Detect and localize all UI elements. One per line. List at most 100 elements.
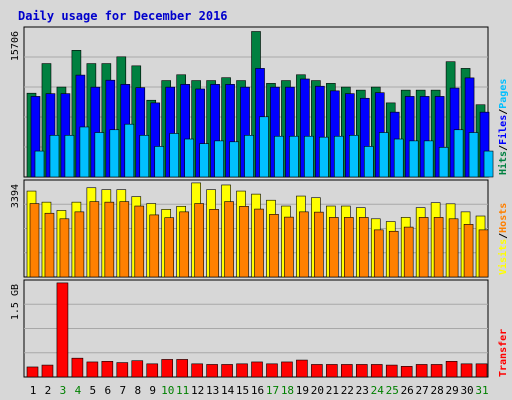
series-transfer [26,282,488,378]
bar-transfer-day-12 [191,363,203,378]
bar-transfer-day-18 [281,361,293,378]
bar-pages-day-11 [184,138,194,178]
day-label: 17 [266,384,279,397]
bar-pages-day-20 [319,136,329,178]
bar-transfer-day-15 [236,363,248,378]
bar-hosts-day-15 [239,206,249,278]
bar-hosts-day-18 [284,216,294,278]
y-axis-max-label: 1.5 GB [10,284,21,320]
day-label: 3 [60,384,67,397]
bar-pages-day-14 [229,141,239,178]
bar-pages-day-19 [304,135,314,178]
bar-hosts-day-7 [119,201,130,278]
day-label: 28 [431,384,444,397]
day-label: 13 [206,384,219,397]
bar-transfer-day-19 [296,359,308,378]
bar-hosts-day-24 [373,229,384,278]
bar-transfer-day-3 [56,282,69,378]
bar-hosts-day-1 [29,203,40,278]
bar-transfer-day-31 [475,363,488,378]
day-label: 26 [401,384,414,397]
bar-pages-day-4 [79,126,90,178]
bar-hosts-day-19 [299,211,309,278]
legend-hosts: Hosts [498,203,509,233]
day-label: 25 [386,384,399,397]
bar-hosts-day-2 [44,212,55,278]
bar-pages-day-31 [483,150,494,178]
day-label: 2 [45,384,52,397]
bar-hosts-day-5 [89,201,100,278]
legend-separator: / [498,145,509,151]
bar-transfer-day-14 [221,364,233,378]
legend-transfer: Transfer [498,329,509,377]
bar-transfer-day-30 [460,363,473,378]
bar-hosts-day-9 [149,214,160,278]
bar-pages-day-6 [109,129,120,178]
panel-legend: Visits/Hosts [497,203,509,275]
bar-hosts-day-6 [104,201,115,278]
bar-transfer-day-1 [26,366,39,378]
bar-transfer-day-21 [326,364,338,378]
bar-hosts-day-8 [134,205,145,278]
bar-transfer-day-8 [131,360,144,378]
bar-pages-day-9 [154,146,165,178]
bar-hosts-day-26 [403,226,414,278]
bar-hosts-day-28 [433,217,444,278]
bar-transfer-day-17 [266,363,278,378]
legend-pages: Pages [498,79,509,109]
bar-pages-day-25 [393,138,404,178]
gridlines [24,303,488,354]
y-axis-max-label: 3394 [10,184,21,208]
day-axis-labels: 1 2 3 4 5 6 7 8 9 10 11 12 13 14 15 16 17 18 19 20 21 22 23 24 2… [30,384,489,397]
bar-transfer-day-28 [430,364,443,378]
bar-transfer-day-9 [146,363,159,378]
bar-hosts-day-14 [224,201,234,278]
bar-pages-day-5 [94,132,105,178]
bar-pages-day-2 [49,135,60,178]
day-label: 22 [341,384,354,397]
day-label: 27 [416,384,429,397]
day-label: 10 [161,384,174,397]
bar-pages-day-3 [64,135,75,178]
day-label: 18 [281,384,294,397]
bar-transfer-day-11 [176,359,188,378]
bar-hosts-day-20 [314,211,324,278]
bar-transfer-day-2 [41,364,54,378]
bar-transfer-day-10 [161,359,174,378]
bar-hosts-day-23 [358,217,369,278]
day-label: 12 [191,384,204,397]
bar-pages-day-16 [259,116,269,178]
bar-hosts-day-11 [179,211,189,278]
bar-pages-day-18 [289,135,299,178]
bar-transfer-day-5 [86,361,99,378]
bar-hosts-day-4 [74,211,85,278]
bar-pages-day-21 [334,135,344,178]
day-label: 16 [251,384,264,397]
bar-hosts-day-31 [478,229,489,278]
day-label: 8 [134,384,141,397]
bar-transfer-day-7 [116,362,129,378]
legend-hits: Hits [497,151,509,175]
day-label: 6 [105,384,112,397]
bar-transfer-day-13 [206,364,218,378]
panel-transfer: 1.5 GB Transfer [10,279,509,378]
bar-hosts-day-27 [418,217,429,278]
bar-pages-day-29 [453,129,464,178]
bar-hosts-day-30 [463,224,474,278]
bar-transfer-day-26 [400,366,413,378]
bar-pages-day-27 [423,140,434,178]
bar-pages-day-22 [349,135,359,178]
day-label: 7 [119,384,126,397]
bar-transfer-day-23 [355,364,368,378]
day-label: 15 [236,384,249,397]
bar-pages-day-12 [199,143,209,178]
series-pages [34,116,494,178]
bar-hosts-day-25 [388,230,399,278]
bar-transfer-day-24 [370,364,383,378]
bar-transfer-day-25 [385,364,398,378]
bar-hosts-day-12 [194,203,204,278]
bar-hosts-day-3 [59,218,70,278]
bar-hosts-day-22 [344,217,354,278]
